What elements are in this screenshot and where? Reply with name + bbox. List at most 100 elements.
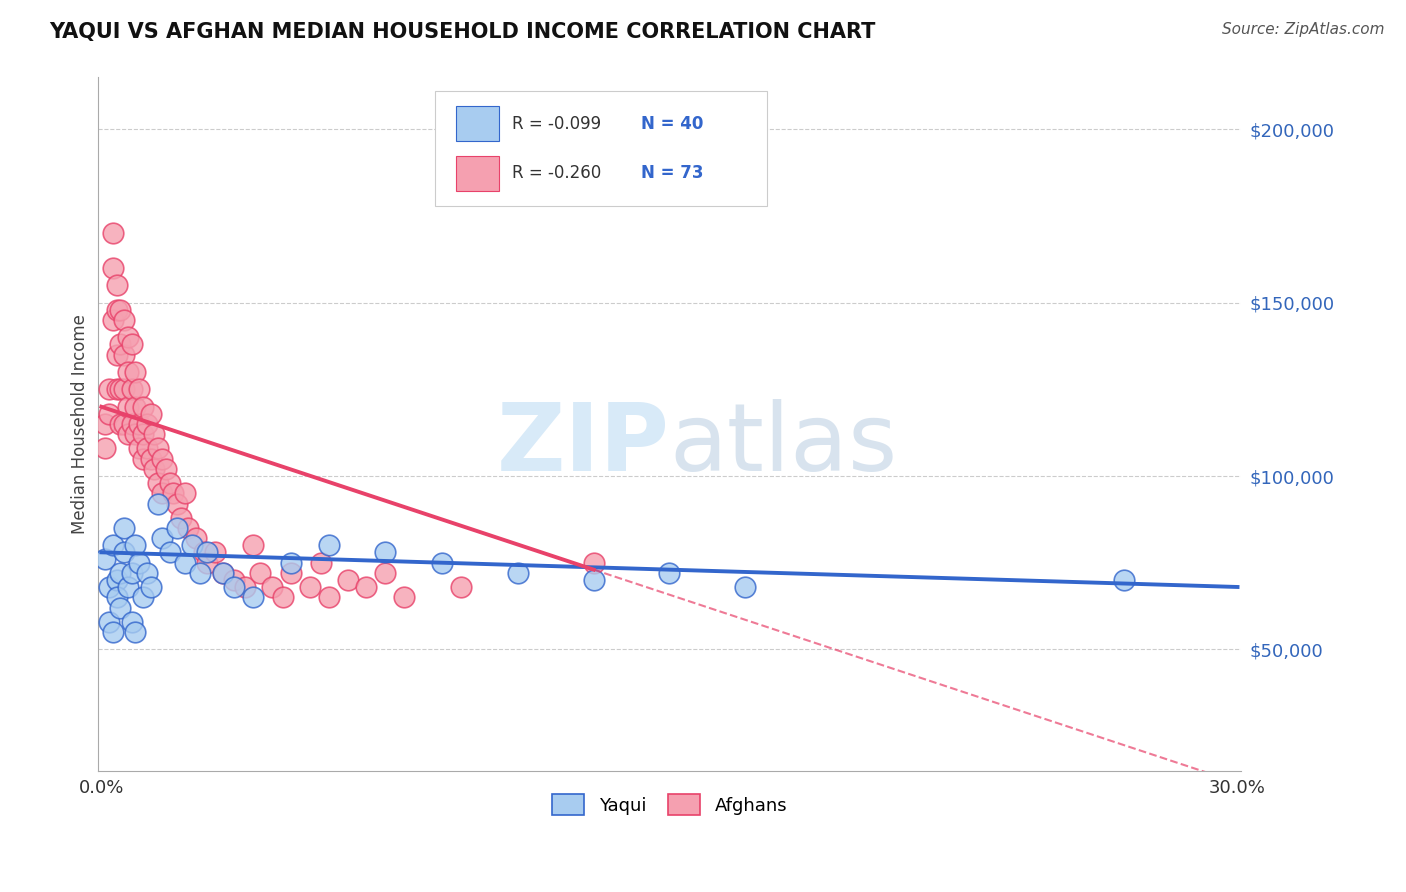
Point	[432, 556, 454, 570]
Point	[94, 442, 117, 456]
Bar	[456, 105, 499, 141]
Point	[173, 556, 195, 570]
Point	[184, 532, 207, 546]
Point	[112, 545, 135, 559]
Point	[374, 545, 396, 559]
Point	[101, 313, 124, 327]
Point	[280, 566, 302, 581]
Point	[97, 615, 120, 629]
Point	[121, 337, 143, 351]
Point	[309, 556, 332, 570]
Point	[105, 573, 128, 587]
Bar	[456, 156, 499, 192]
Point	[242, 591, 264, 605]
Point	[124, 625, 146, 640]
Point	[173, 486, 195, 500]
Point	[124, 365, 146, 379]
Point	[128, 442, 150, 456]
Point	[135, 566, 157, 581]
Point	[101, 227, 124, 241]
Point	[94, 552, 117, 566]
Point	[117, 427, 139, 442]
Point	[117, 365, 139, 379]
Point	[260, 580, 283, 594]
Point	[101, 261, 124, 276]
Point	[211, 566, 233, 581]
Legend: Yaqui, Afghans: Yaqui, Afghans	[543, 785, 796, 824]
Point	[177, 521, 200, 535]
Point	[318, 538, 340, 552]
Point	[112, 313, 135, 327]
Point	[143, 462, 166, 476]
Point	[135, 417, 157, 431]
Point	[97, 383, 120, 397]
Point	[1112, 573, 1135, 587]
Point	[132, 427, 155, 442]
Point	[222, 580, 245, 594]
Point	[271, 591, 294, 605]
Point	[110, 417, 132, 431]
Point	[121, 417, 143, 431]
Point	[197, 545, 219, 559]
Point	[117, 330, 139, 344]
Point	[121, 566, 143, 581]
Text: Source: ZipAtlas.com: Source: ZipAtlas.com	[1222, 22, 1385, 37]
Point	[658, 566, 681, 581]
Point	[94, 417, 117, 431]
Point	[204, 545, 226, 559]
Point	[211, 566, 233, 581]
Point	[132, 451, 155, 466]
Point	[193, 545, 215, 559]
Point	[110, 383, 132, 397]
Point	[128, 556, 150, 570]
Point	[97, 407, 120, 421]
Text: N = 40: N = 40	[641, 115, 703, 133]
Point	[150, 486, 173, 500]
Point	[112, 417, 135, 431]
Point	[121, 383, 143, 397]
Point	[582, 573, 605, 587]
Point	[110, 302, 132, 317]
Point	[101, 538, 124, 552]
Point	[394, 591, 416, 605]
Point	[233, 580, 256, 594]
Point	[166, 497, 188, 511]
Point	[124, 538, 146, 552]
Point	[117, 580, 139, 594]
Point	[150, 532, 173, 546]
Point	[582, 556, 605, 570]
Y-axis label: Median Household Income: Median Household Income	[72, 314, 89, 534]
Point	[280, 556, 302, 570]
Point	[112, 521, 135, 535]
Point	[155, 462, 177, 476]
Point	[139, 407, 162, 421]
Point	[128, 417, 150, 431]
Point	[188, 566, 211, 581]
Point	[139, 580, 162, 594]
Point	[162, 486, 184, 500]
Point	[117, 400, 139, 414]
Point	[150, 451, 173, 466]
Point	[124, 427, 146, 442]
Point	[318, 591, 340, 605]
Point	[110, 600, 132, 615]
Point	[105, 591, 128, 605]
Point	[135, 442, 157, 456]
Point	[132, 400, 155, 414]
Point	[734, 580, 756, 594]
Text: N = 73: N = 73	[641, 164, 703, 182]
Point	[197, 556, 219, 570]
Point	[222, 573, 245, 587]
Point	[110, 337, 132, 351]
Point	[128, 383, 150, 397]
Point	[450, 580, 472, 594]
Point	[105, 302, 128, 317]
Point	[374, 566, 396, 581]
Point	[105, 383, 128, 397]
Point	[101, 625, 124, 640]
Point	[506, 566, 529, 581]
Text: ZIP: ZIP	[496, 399, 669, 491]
Point	[112, 383, 135, 397]
Point	[143, 427, 166, 442]
Point	[249, 566, 271, 581]
